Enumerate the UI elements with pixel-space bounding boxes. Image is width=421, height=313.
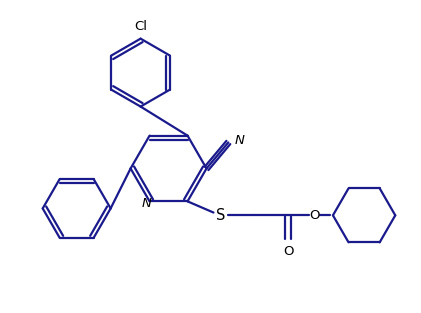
Text: O: O (309, 209, 320, 222)
Text: N: N (141, 197, 151, 210)
Text: Cl: Cl (134, 20, 147, 33)
Text: O: O (283, 245, 293, 258)
Text: N: N (235, 134, 245, 147)
Text: S: S (216, 208, 225, 223)
